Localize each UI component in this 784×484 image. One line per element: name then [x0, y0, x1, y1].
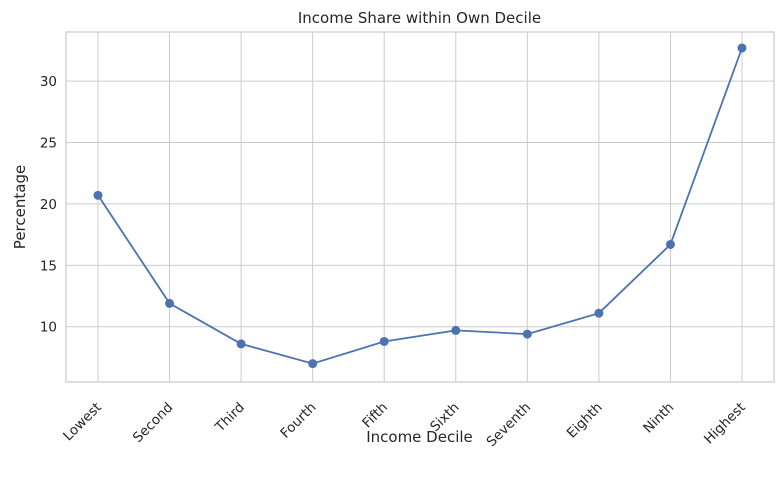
data-point-sixth	[451, 325, 461, 335]
data-point-ninth	[665, 239, 675, 249]
y-axis-label: Percentage	[11, 165, 29, 249]
y-tick-label: 20	[40, 197, 57, 213]
chart-title: Income Share within Own Decile	[298, 9, 541, 27]
x-tick-label: Fourth	[277, 400, 319, 442]
data-point-fifth	[379, 336, 389, 346]
series-line-0	[97, 47, 743, 365]
data-point-eighth	[594, 308, 604, 318]
x-tick-label: Eighth	[564, 400, 606, 442]
data-point-fourth	[308, 359, 318, 369]
x-tick-label: Highest	[701, 400, 749, 448]
x-tick-label: Third	[212, 400, 248, 436]
data-point-third	[236, 339, 246, 349]
grid	[66, 32, 774, 382]
data-point-seventh	[522, 329, 532, 339]
plot-area-frame	[65, 31, 775, 383]
y-tick-label: 30	[40, 74, 57, 90]
x-tick-label: Lowest	[60, 400, 105, 445]
x-tick-label: Fifth	[359, 400, 391, 432]
y-tick-label: 10	[40, 320, 57, 336]
data-point-second	[165, 298, 175, 308]
y-tick-label: 25	[40, 136, 57, 152]
x-axis-label: Income Decile	[366, 428, 473, 446]
x-tick-label: Second	[130, 400, 176, 446]
data-point-lowest	[93, 190, 103, 200]
x-tick-label: Ninth	[640, 400, 677, 437]
series-layer	[93, 43, 747, 369]
x-tick-label: Seventh	[484, 400, 535, 451]
y-tick-label: 15	[40, 258, 57, 274]
data-point-highest	[737, 43, 747, 53]
y-axis-ticks: 10 15 20 25 30	[40, 74, 57, 336]
